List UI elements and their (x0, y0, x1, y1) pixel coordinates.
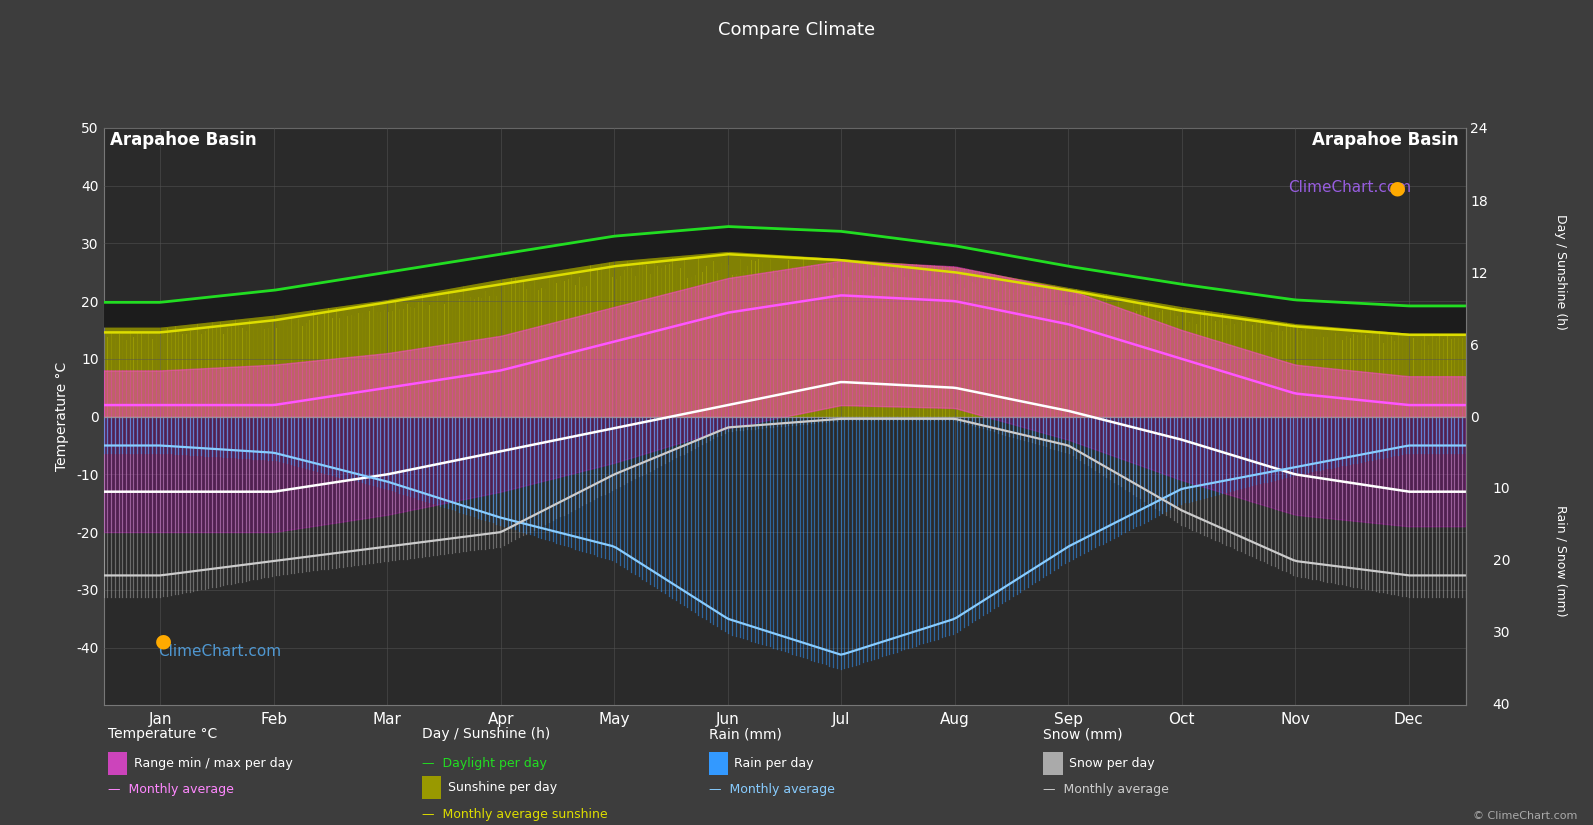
Text: ClimeChart.com: ClimeChart.com (158, 644, 280, 659)
Text: —  Monthly average: — Monthly average (709, 783, 835, 796)
Text: Rain (mm): Rain (mm) (709, 728, 782, 742)
Text: —  Daylight per day: — Daylight per day (422, 757, 546, 770)
Text: Day / Sunshine (h): Day / Sunshine (h) (422, 728, 551, 742)
Text: Arapahoe Basin: Arapahoe Basin (1313, 131, 1459, 148)
Text: Snow per day: Snow per day (1069, 757, 1155, 770)
Text: Range min / max per day: Range min / max per day (134, 757, 293, 770)
Text: 10: 10 (1493, 482, 1510, 496)
Text: Rain / Snow (mm): Rain / Snow (mm) (1555, 505, 1568, 617)
Text: Day / Sunshine (h): Day / Sunshine (h) (1555, 214, 1568, 330)
Text: Rain per day: Rain per day (734, 757, 814, 770)
Text: 20: 20 (1493, 554, 1510, 568)
Text: © ClimeChart.com: © ClimeChart.com (1472, 811, 1577, 821)
Text: 40: 40 (1493, 699, 1510, 712)
Text: Arapahoe Basin: Arapahoe Basin (110, 131, 256, 148)
Text: ClimeChart.com: ClimeChart.com (1289, 180, 1411, 195)
Y-axis label: Temperature °C: Temperature °C (56, 362, 68, 471)
Text: —  Monthly average: — Monthly average (108, 783, 234, 796)
Text: Compare Climate: Compare Climate (718, 21, 875, 39)
Text: ●: ● (1389, 179, 1405, 198)
Text: ●: ● (155, 631, 172, 650)
Text: Sunshine per day: Sunshine per day (448, 781, 558, 794)
Text: 30: 30 (1493, 626, 1510, 640)
Text: —  Monthly average sunshine: — Monthly average sunshine (422, 808, 609, 821)
Text: —  Monthly average: — Monthly average (1043, 783, 1169, 796)
Text: Temperature °C: Temperature °C (108, 728, 218, 742)
Text: Snow (mm): Snow (mm) (1043, 728, 1123, 742)
